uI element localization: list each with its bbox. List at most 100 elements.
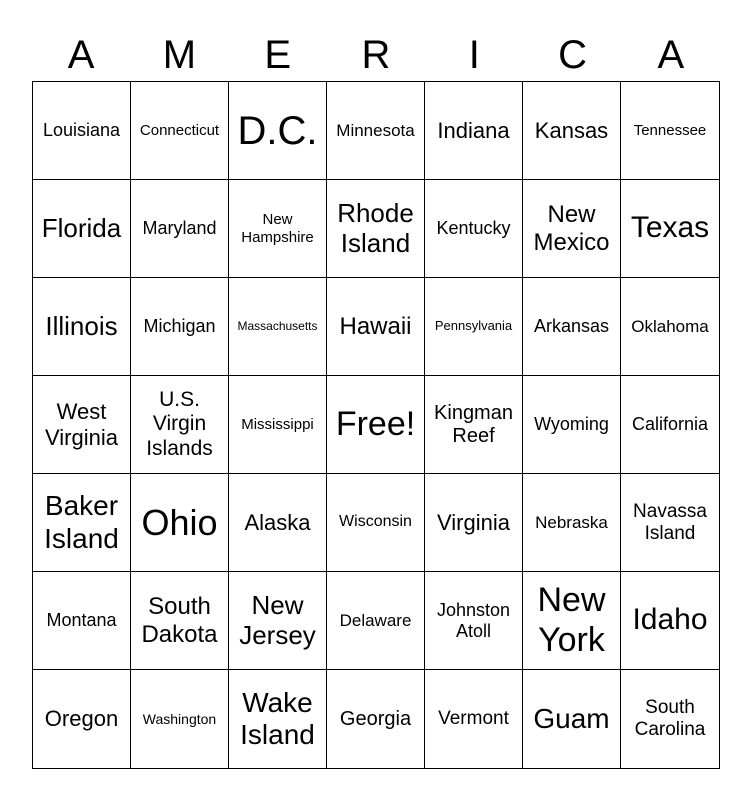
cell-label: Maryland [142,218,217,239]
cell-label: Nebraska [535,512,608,532]
cell-label: New York [537,581,606,659]
header-letter: A [67,33,95,77]
cell-label: D.C. [237,108,318,153]
cell-label: Kentucky [436,218,511,239]
cell-label: California [631,414,709,435]
bingo-cell[interactable]: South Carolina [621,670,719,768]
bingo-cell[interactable]: Kansas [523,82,621,180]
bingo-cell[interactable]: Rhode Island [327,180,425,278]
bingo-cell[interactable]: Florida [33,180,131,278]
cell-label: Rhode Island [337,197,414,258]
cell-label: Massachusetts [237,318,318,333]
cell-label: Guam [533,702,610,734]
bingo-cell[interactable]: Tennessee [621,82,719,180]
bingo-cell[interactable]: Arkansas [523,278,621,376]
bingo-cell[interactable]: Vermont [425,670,523,768]
header-letter: A [657,33,685,77]
bingo-cell[interactable]: Maryland [131,180,229,278]
cell-label: Idaho [632,603,708,637]
cell-label: Oklahoma [631,316,709,336]
bingo-cell[interactable]: New Jersey [229,572,327,670]
bingo-cell[interactable]: New Mexico [523,180,621,278]
cell-label: Ohio [141,501,218,543]
bingo-cell[interactable]: Wyoming [523,376,621,474]
bingo-cell[interactable]: Mississippi [229,376,327,474]
cell-label: Delaware [339,610,412,630]
header-letter: R [361,33,391,77]
bingo-cell[interactable]: Virginia [425,474,523,572]
bingo-cell[interactable]: Michigan [131,278,229,376]
cell-label: South Carolina [634,697,706,740]
bingo-cell[interactable]: Delaware [327,572,425,670]
cell-label: Wake Island [240,686,315,750]
bingo-cell[interactable]: Louisiana [33,82,131,180]
cell-label: Wisconsin [339,513,412,531]
cell-label: New Hampshire [241,211,314,246]
bingo-cell[interactable]: New York [523,572,621,670]
bingo-cell[interactable]: Johnston Atoll [425,572,523,670]
header-letter: C [558,33,587,77]
cell-label: Michigan [143,316,216,337]
bingo-cell[interactable]: Indiana [425,82,523,180]
bingo-cell[interactable]: Oklahoma [621,278,719,376]
cell-label: New Mexico [533,200,610,256]
bingo-cell[interactable]: D.C. [229,82,327,180]
bingo-cell[interactable]: Wake Island [229,670,327,768]
bingo-cell[interactable]: Alaska [229,474,327,572]
bingo-cell[interactable]: Ohio [131,474,229,572]
cell-label: New Jersey [239,589,316,650]
cell-label: Pennsylvania [434,318,513,334]
bingo-cell[interactable]: Minnesota [327,82,425,180]
cell-label: Mississippi [241,415,314,433]
bingo-cell[interactable]: New Hampshire [229,180,327,278]
bingo-cell[interactable]: Montana [33,572,131,670]
bingo-cell[interactable]: Guam [523,670,621,768]
bingo-cell[interactable]: Massachusetts [229,278,327,376]
bingo-cell[interactable]: Kentucky [425,180,523,278]
cell-label: Baker Island [44,490,119,554]
cell-label: Texas [630,211,710,245]
header-letter: I [468,33,480,77]
bingo-cell[interactable]: Texas [621,180,719,278]
bingo-cell[interactable]: U.S. Virgin Islands [131,376,229,474]
cell-label: Louisiana [42,120,121,141]
cell-label: Hawaii [339,312,412,340]
bingo-cell[interactable]: Oregon [33,670,131,768]
cell-label: Montana [46,610,117,631]
cell-label: Virginia [437,509,510,535]
cell-label: Wyoming [534,414,609,435]
bingo-cell[interactable]: Georgia [327,670,425,768]
cell-label: Florida [41,212,122,243]
cell-label: Georgia [339,707,412,730]
cell-label: Minnesota [336,120,415,140]
cell-label: Vermont [438,708,509,730]
cell-label: Tennessee [633,121,707,139]
bingo-cell[interactable]: Nebraska [523,474,621,572]
cell-label: Washington [142,710,217,727]
cell-label: Alaska [244,509,311,535]
bingo-cell[interactable]: California [621,376,719,474]
cell-label: West Virginia [45,399,118,450]
bingo-cell[interactable]: Illinois [33,278,131,376]
header-letter: M [162,33,197,77]
bingo-cell[interactable]: Navassa Island [621,474,719,572]
bingo-cell[interactable]: Pennsylvania [425,278,523,376]
cell-label: Indiana [437,117,510,143]
bingo-cell[interactable]: South Dakota [131,572,229,670]
cell-label: Connecticut [139,121,220,139]
header-letter: E [264,33,292,77]
free-space-cell[interactable]: Free! [327,376,425,474]
bingo-grid: Louisiana Connecticut D.C. Minnesota Indiana… [32,81,720,769]
bingo-cell[interactable]: Idaho [621,572,719,670]
cell-label: Free! [335,404,416,443]
bingo-cell[interactable]: Washington [131,670,229,768]
cell-label: Kansas [534,117,609,143]
cell-label: Johnston Atoll [436,599,511,641]
bingo-cell[interactable]: Baker Island [33,474,131,572]
bingo-cell[interactable]: West Virginia [33,376,131,474]
bingo-cell[interactable]: Hawaii [327,278,425,376]
bingo-cell[interactable]: Connecticut [131,82,229,180]
bingo-cell[interactable]: Wisconsin [327,474,425,572]
bingo-cell[interactable]: Kingman Reef [425,376,523,474]
